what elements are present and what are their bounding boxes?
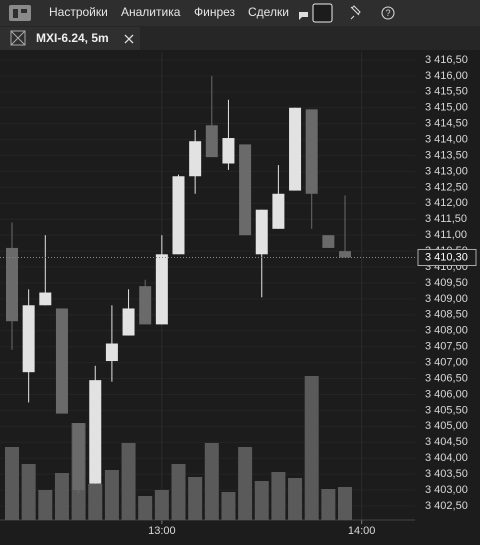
candle-body bbox=[222, 138, 235, 164]
candle-body bbox=[22, 305, 35, 373]
help-icon[interactable] bbox=[381, 6, 395, 20]
candle-body bbox=[305, 109, 318, 194]
volume-bar bbox=[171, 464, 186, 520]
volume-bar bbox=[54, 473, 69, 520]
candle-body bbox=[139, 286, 152, 325]
y-tick-label: 3 412,50 bbox=[425, 181, 468, 193]
candle-body bbox=[255, 209, 268, 255]
last-price-label: 3 410,30 bbox=[425, 251, 468, 263]
last-price-box bbox=[417, 248, 477, 266]
y-tick-label: 3 416,00 bbox=[425, 70, 468, 82]
y-tick-label: 3 415,00 bbox=[425, 102, 468, 114]
tab-icon-cross bbox=[10, 30, 26, 46]
menu-item[interactable]: Аналитика bbox=[121, 5, 181, 19]
y-tick-label: 3 407,50 bbox=[425, 341, 468, 353]
y-tick-label: 3 409,50 bbox=[425, 277, 468, 289]
y-tick-label: 3 403,50 bbox=[425, 468, 468, 480]
volume-bar bbox=[88, 484, 103, 520]
volume-bar bbox=[221, 492, 236, 520]
volume-bar bbox=[238, 447, 253, 520]
y-tick-label: 3 416,50 bbox=[425, 54, 468, 66]
y-tick-label: 3 413,00 bbox=[425, 165, 468, 177]
y-tick-label: 3 406,50 bbox=[425, 372, 468, 384]
y-tick-label: 3 408,50 bbox=[425, 309, 468, 321]
menu-bar bbox=[0, 0, 480, 26]
volume-bar bbox=[38, 490, 53, 520]
chat-icon[interactable] bbox=[299, 12, 308, 20]
menu: Настройки Аналитика Финрез Сделки bbox=[49, 5, 289, 19]
y-tick-label: 3 411,00 bbox=[425, 229, 467, 241]
volume-bar bbox=[271, 472, 286, 520]
volume-bar bbox=[304, 376, 319, 520]
volume-bar bbox=[204, 443, 219, 520]
y-tick-label: 3 407,00 bbox=[425, 357, 468, 369]
logo-icon bbox=[9, 5, 31, 21]
y-tick-label: 3 408,00 bbox=[425, 325, 468, 337]
volume-bar bbox=[104, 470, 119, 520]
volume-bar bbox=[21, 464, 36, 520]
volume-bar bbox=[121, 443, 136, 520]
candle-body bbox=[172, 176, 185, 255]
y-tick-label: 3 411,50 bbox=[425, 213, 467, 225]
candle-body bbox=[289, 107, 302, 191]
y-tick-label: 3 414,50 bbox=[425, 118, 468, 130]
y-tick-label: 3 403,00 bbox=[425, 484, 468, 496]
y-tick-label: 3 412,00 bbox=[425, 197, 468, 209]
logo[interactable] bbox=[9, 5, 31, 21]
volume-bar bbox=[338, 487, 352, 520]
menu-item[interactable]: Сделки bbox=[248, 5, 289, 19]
candle-body bbox=[272, 193, 285, 229]
y-tick-label: 3 409,00 bbox=[425, 293, 468, 305]
y-tick-label: 3 405,00 bbox=[425, 420, 468, 432]
help-mark: ? bbox=[385, 8, 390, 18]
logo-cut bbox=[21, 9, 27, 13]
y-tick-label: 3 405,50 bbox=[425, 404, 468, 416]
x-tick-label: 13:00 bbox=[148, 525, 176, 537]
volume-bar bbox=[138, 496, 153, 520]
candle-body bbox=[155, 254, 168, 325]
candle-body bbox=[39, 292, 52, 306]
volume-bar bbox=[321, 489, 336, 520]
pin-icon[interactable] bbox=[350, 5, 361, 20]
volume-bar bbox=[188, 477, 203, 520]
candle-body bbox=[239, 144, 252, 236]
tab-icon bbox=[10, 30, 26, 46]
volume-bar bbox=[154, 490, 169, 520]
candle-body bbox=[122, 308, 135, 336]
candle-body bbox=[189, 141, 202, 177]
menu-item[interactable]: Финрез bbox=[194, 5, 236, 19]
y-tick-label: 3 402,50 bbox=[425, 500, 468, 512]
candle-body bbox=[205, 125, 218, 158]
color-box[interactable] bbox=[312, 3, 333, 23]
tab-title: MXI-6.24, 5m bbox=[36, 31, 109, 45]
tab[interactable] bbox=[0, 27, 140, 50]
x-tick-label: 14:00 bbox=[348, 525, 376, 537]
volume-bar bbox=[254, 481, 269, 520]
candle-body bbox=[89, 380, 102, 484]
tab-close[interactable] bbox=[124, 34, 134, 44]
candle-body bbox=[72, 423, 85, 491]
volume-bar bbox=[288, 478, 303, 520]
menu-item[interactable]: Настройки bbox=[49, 5, 108, 19]
logo-cut bbox=[13, 9, 18, 18]
y-tick-label: 3 414,00 bbox=[425, 134, 468, 146]
y-tick-label: 3 415,50 bbox=[425, 86, 468, 98]
candle-body bbox=[339, 251, 351, 258]
candle-body bbox=[322, 235, 335, 248]
candle-body bbox=[105, 343, 118, 362]
y-tick-label: 3 404,00 bbox=[425, 452, 468, 464]
y-tick-label: 3 413,50 bbox=[425, 149, 468, 161]
candle-body bbox=[6, 247, 18, 322]
y-tick-label: 3 404,50 bbox=[425, 436, 468, 448]
volume-bar bbox=[5, 447, 19, 520]
candle-body bbox=[55, 308, 68, 414]
y-tick-label: 3 406,00 bbox=[425, 388, 468, 400]
